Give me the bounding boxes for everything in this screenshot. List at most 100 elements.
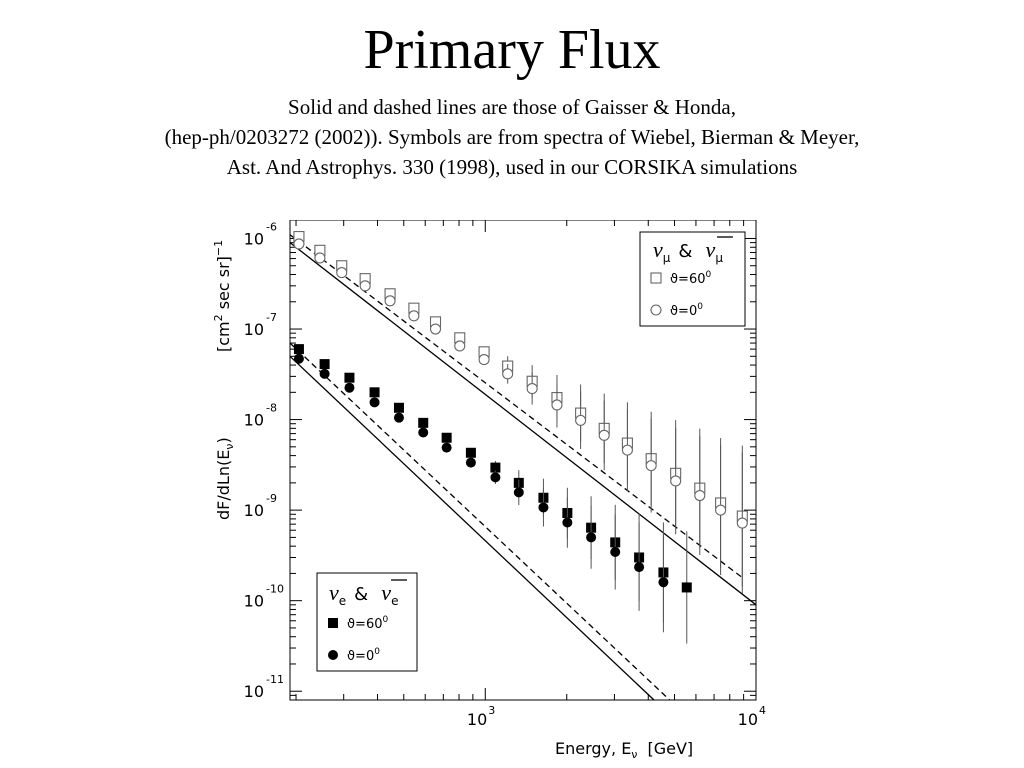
legend-numu-entry-60: ϑ=600 <box>670 270 711 287</box>
y-tick-label-base: 10 <box>244 501 264 520</box>
legend-numu-nu: ν <box>653 237 663 262</box>
legend-numu-title: νμ & νμ <box>653 237 723 265</box>
legend-nue-sub: e <box>339 594 346 608</box>
legend-nue-filled-square <box>328 618 338 628</box>
data-point-open-circle <box>736 517 748 529</box>
caption-line-3: Ast. And Astrophys. 330 (1998), used in … <box>226 155 798 179</box>
legend-nue-filled-circle <box>328 650 338 660</box>
data-point-filled-square <box>418 417 429 428</box>
y-axis-label-sub: ν <box>223 444 236 450</box>
data-point-filled-circle <box>586 532 597 543</box>
legend-nue-entry-0-sup: 0 <box>374 647 380 657</box>
y-axis-label: dF/dLn(Eν) <box>214 437 236 520</box>
y-axis-label-main: dF/dLn(E <box>214 450 233 520</box>
y-unit-main: [cm <box>214 321 233 352</box>
data-point-filled-circle <box>441 442 452 453</box>
data-point-filled-square <box>681 582 692 593</box>
data-point-open-circle <box>551 399 563 411</box>
plot-frame <box>289 220 757 701</box>
y-tick-label-exp: -6 <box>266 220 277 233</box>
data-point-open-circle <box>336 267 348 279</box>
data-point-filled-circle <box>562 517 573 528</box>
slide-caption: Solid and dashed lines are those of Gais… <box>0 92 1024 182</box>
legend-nue-nubar: ν <box>381 580 391 605</box>
x-axis-label-unit: [GeV] <box>647 739 693 758</box>
data-point-open-circle <box>454 340 466 352</box>
legend-nue-entry-60: ϑ=600 <box>347 615 388 632</box>
legend-nue-entry-0-label: ϑ=0 <box>347 649 374 664</box>
legend-nue-nu: ν <box>329 580 339 605</box>
data-point-open-circle <box>645 460 657 472</box>
y-tick-label-base: 10 <box>244 682 264 701</box>
legend-numu-entry-60-label: ϑ=60 <box>670 272 705 287</box>
data-point-filled-circle <box>393 412 404 423</box>
data-point-open-circle <box>526 383 538 395</box>
data-point-open-circle <box>293 238 305 250</box>
data-point-open-circle <box>478 354 490 366</box>
model-line-numu-dashed <box>289 234 743 579</box>
data-point-filled-circle <box>610 546 621 557</box>
data-point-filled-square <box>465 447 476 458</box>
x-tick-labels: 10 3 10 4 <box>467 704 766 729</box>
legend-numu-bar-sub: μ <box>715 251 723 265</box>
data-point-filled-circle <box>293 353 304 364</box>
model-line-nue-solid <box>289 355 655 701</box>
x-axis-label: Energy, Eν [GeV] <box>555 739 693 760</box>
data-point-filled-square <box>393 402 404 413</box>
caption-line-2: (hep-ph/0203272 (2002)). Symbols are fro… <box>164 125 860 149</box>
legend-numu-sub: μ <box>663 251 671 265</box>
x-axis-label-sub: ν <box>631 748 637 760</box>
model-line-numu-solid <box>289 242 757 606</box>
legend-nue-entry-60-label: ϑ=60 <box>347 617 382 632</box>
y-tick-label-base: 10 <box>244 411 264 430</box>
legend-numu-nubar: ν <box>706 237 716 262</box>
x-tick-label-base: 10 <box>738 710 758 729</box>
data-point-open-circle <box>694 489 706 502</box>
y-unit-rest: sec sr] <box>214 256 233 314</box>
y-tick-label-base: 10 <box>244 229 264 248</box>
legend-nue: νe & νe ϑ=600 ϑ=00 <box>316 572 418 672</box>
data-point-filled-circle <box>319 368 330 379</box>
data-point-filled-square <box>319 359 330 370</box>
data-point-filled-circle <box>490 472 501 483</box>
x-tick-label-exp: 4 <box>759 704 766 717</box>
x-axis-label-main: Energy, E <box>555 739 631 758</box>
legend-numu-open-square <box>650 272 662 284</box>
legend-numu-entry-0-label: ϑ=0 <box>670 304 697 319</box>
y-tick-label-exp: -8 <box>266 402 277 415</box>
legend-numu: νμ & νμ ϑ=600 ϑ=00 <box>639 231 746 327</box>
data-point-filled-square <box>441 432 452 443</box>
y-tick-label-exp: -7 <box>266 311 277 324</box>
data-point-open-circle <box>575 414 587 426</box>
data-point-filled-square <box>344 372 355 383</box>
data-point-open-circle <box>408 310 420 322</box>
data-point-open-circle <box>429 323 442 335</box>
data-points <box>293 231 748 644</box>
data-point-filled-circle <box>634 562 645 573</box>
data-point-open-circle <box>502 368 514 380</box>
data-point-filled-square <box>490 462 501 473</box>
data-point-filled-square <box>293 344 304 355</box>
y-axis-label-close: ) <box>214 437 233 443</box>
y-unit-exp: 2 <box>212 314 225 321</box>
legend-numu-open-circle <box>650 304 662 316</box>
legend-nue-entry-0: ϑ=00 <box>347 647 380 664</box>
legend-nue-entry-60-sup: 0 <box>382 615 388 625</box>
data-point-filled-circle <box>538 502 549 513</box>
x-tick-label-base: 10 <box>467 710 487 729</box>
y-tick-label-exp: -10 <box>266 583 284 596</box>
legend-nue-amp: & <box>354 584 368 605</box>
y-tick-label-exp: -11 <box>266 673 284 686</box>
data-point-filled-square <box>369 387 380 398</box>
y-tick-label-base: 10 <box>244 320 264 339</box>
legend-numu-entry-0-sup: 0 <box>697 302 703 312</box>
caption-line-1: Solid and dashed lines are those of Gais… <box>288 95 736 119</box>
slide-title: Primary Flux <box>363 19 661 81</box>
data-point-open-circle <box>314 252 326 264</box>
model-lines <box>289 234 757 701</box>
axis-ticks <box>290 220 757 701</box>
data-point-open-circle <box>359 280 371 292</box>
x-tick-label-exp: 3 <box>488 704 495 717</box>
